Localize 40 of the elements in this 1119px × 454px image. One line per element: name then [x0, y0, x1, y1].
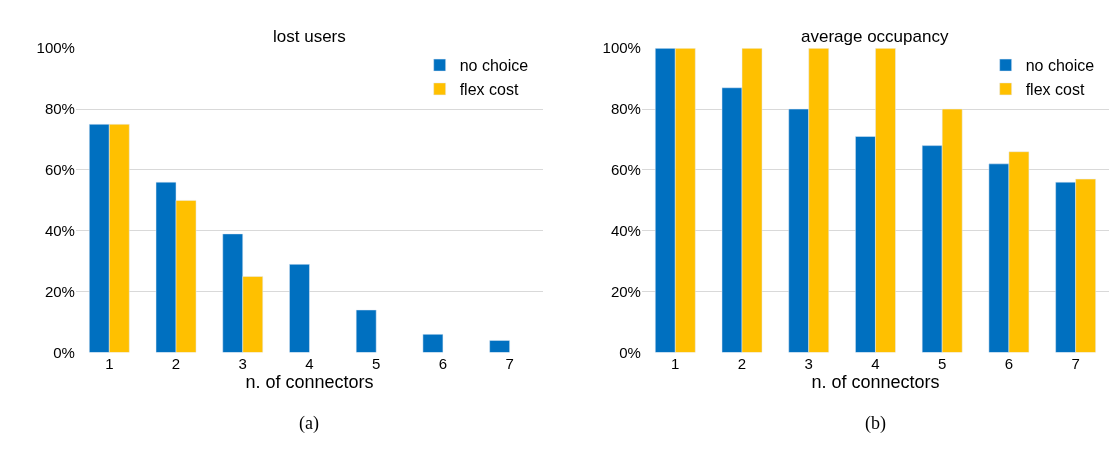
text: (a) [299, 413, 319, 434]
legend-label: no choice [459, 57, 529, 75]
y-tick-label: 40% [44, 222, 75, 240]
y-tick-label: 80% [610, 100, 641, 118]
y-tick-label: 80% [44, 100, 75, 118]
x-tick-label: 3 [238, 354, 247, 372]
text: (b) [865, 413, 886, 434]
y-tick-label: 60% [44, 161, 75, 179]
legend-label: no choice [1025, 57, 1095, 75]
x-tick-label: 3 [804, 354, 813, 372]
y-tick-label: 40% [610, 222, 641, 240]
chart-title: lost users [273, 27, 346, 46]
y-tick-label: 0% [619, 343, 641, 361]
x-tick-label: 7 [1071, 354, 1080, 372]
bar [489, 340, 510, 353]
x-tick-label: 5 [938, 354, 947, 372]
bar [355, 309, 377, 353]
bar [289, 264, 310, 353]
x-tick-label: 6 [438, 354, 448, 372]
y-tick-label: 0% [53, 343, 75, 361]
bar [422, 334, 444, 353]
x-tick-label: 1 [105, 354, 114, 372]
x-tick-label: 4 [305, 354, 314, 372]
x-tick-label: 5 [372, 354, 381, 372]
x-axis-title: n. of connectors [245, 371, 374, 392]
chart-title: average occupancy [801, 27, 949, 46]
y-tick-label: 20% [44, 282, 75, 300]
legend-label: flex cost [459, 81, 519, 99]
x-tick-label: 1 [671, 354, 680, 372]
y-tick-label: 60% [610, 161, 641, 179]
x-tick-label: 7 [505, 354, 514, 372]
x-tick-label: 6 [1004, 354, 1014, 372]
y-tick-label: 20% [610, 282, 641, 300]
y-tick-label: 100% [36, 39, 75, 57]
legend-label: flex cost [1025, 81, 1085, 99]
x-tick-label: 4 [871, 354, 880, 372]
y-tick-label: 100% [602, 39, 641, 57]
x-tick-label: 2 [737, 354, 747, 372]
x-tick-label: 2 [171, 354, 181, 372]
x-axis-title: n. of connectors [811, 371, 940, 392]
